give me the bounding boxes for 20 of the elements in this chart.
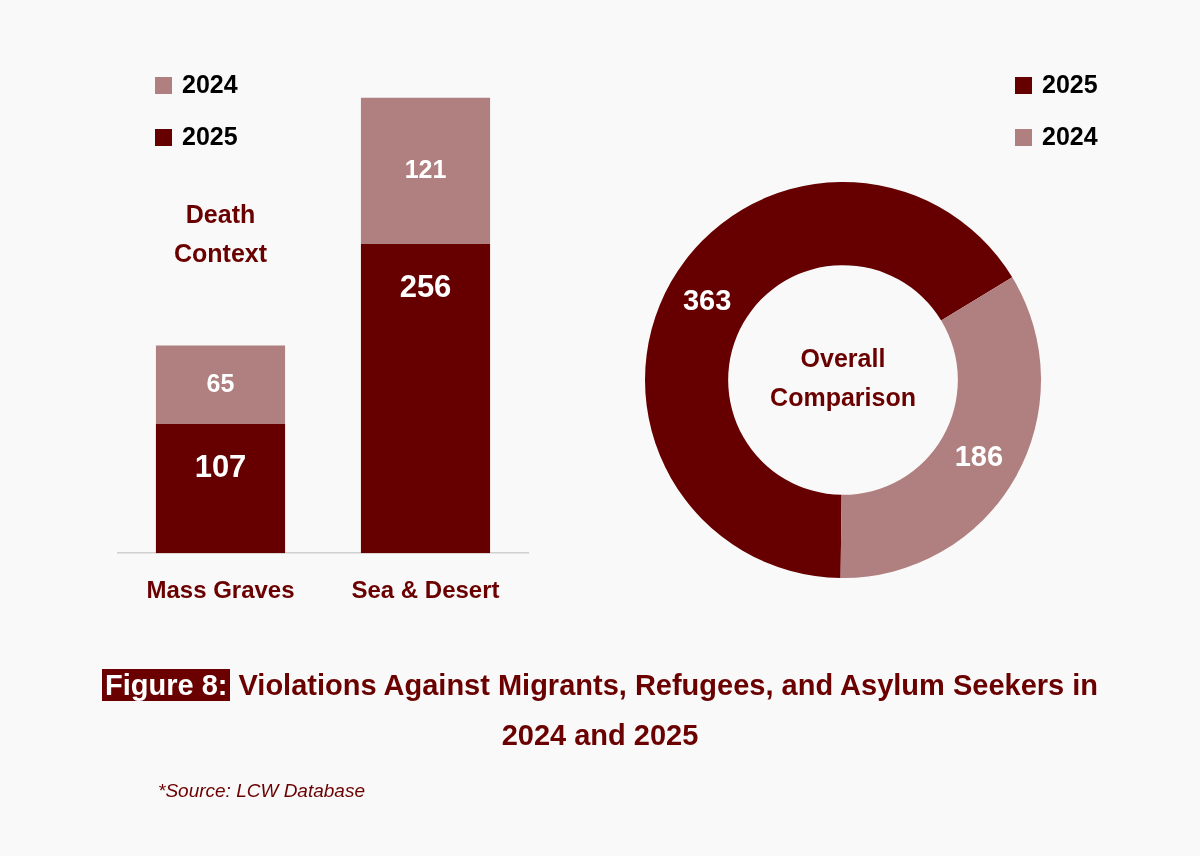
- text: *Source: LCW Database: [158, 780, 365, 802]
- data-label: 186: [954, 439, 1004, 472]
- data-label: 363: [682, 284, 732, 317]
- annotation: Death Context: [173, 199, 268, 267]
- data-label: 107: [194, 449, 247, 485]
- data-label: 256: [399, 269, 452, 305]
- bar: [155, 345, 286, 424]
- bar: [155, 423, 286, 554]
- bar: [360, 97, 491, 244]
- legend-label: 2024: [1042, 121, 1098, 150]
- x-tick-label: Sea & Desert: [351, 576, 500, 604]
- text: Figure 8: Violations Against Migrants, Refugees, and Asylum Seekers in 2024 and 2025: [104, 668, 1099, 753]
- bar: [360, 243, 491, 554]
- text: Overall Comparison: [770, 344, 916, 412]
- x-tick-label: Mass Graves: [146, 576, 295, 604]
- legend-label: 2025: [1042, 69, 1098, 98]
- data-label: 65: [206, 368, 235, 397]
- legend-label: 2024: [182, 69, 238, 98]
- data-label: 121: [404, 154, 447, 183]
- legend-label: 2025: [182, 121, 238, 150]
